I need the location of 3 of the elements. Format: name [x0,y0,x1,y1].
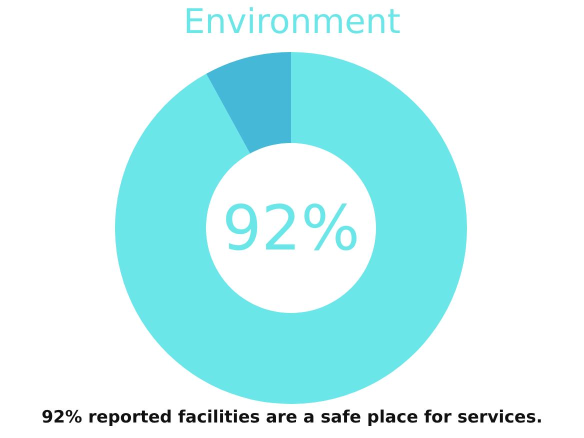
data-label: 92% [222,192,360,264]
chart-title: Environment [183,2,401,42]
text: 92% reported facilities are a safe place for services. [41,408,543,428]
